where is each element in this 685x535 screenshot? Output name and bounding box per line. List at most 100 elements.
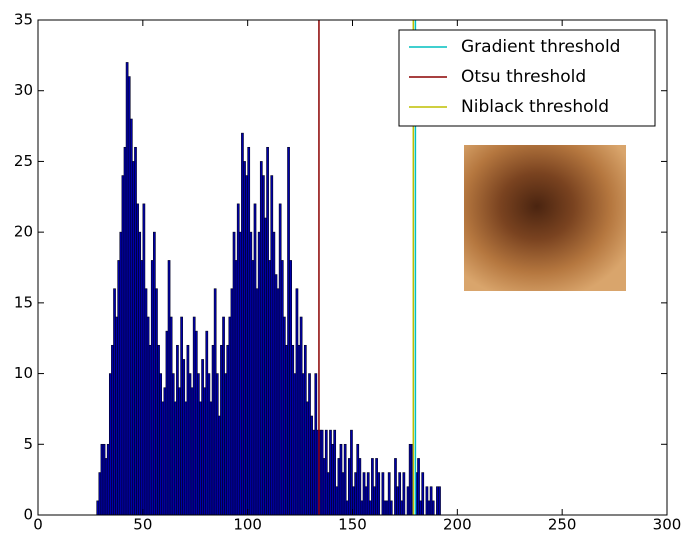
bar xyxy=(371,458,374,516)
bar xyxy=(215,373,219,516)
bar xyxy=(251,260,255,516)
legend-label: Otsu threshold xyxy=(461,67,586,87)
bar xyxy=(159,373,163,516)
legend-label: Gradient threshold xyxy=(461,37,620,57)
bar xyxy=(285,344,288,516)
x-tick-label: 100 xyxy=(233,516,262,534)
bar xyxy=(278,203,282,516)
bar xyxy=(136,203,139,516)
bar xyxy=(389,500,393,516)
bar xyxy=(184,401,188,516)
bar xyxy=(234,260,238,516)
bar xyxy=(121,175,125,516)
bar xyxy=(226,344,230,516)
bar xyxy=(243,161,246,516)
bar xyxy=(270,175,274,516)
bar xyxy=(360,500,364,516)
bar xyxy=(211,344,215,516)
bar xyxy=(387,472,391,516)
bar xyxy=(259,161,263,516)
bar xyxy=(308,373,311,516)
bar xyxy=(119,231,123,516)
bar xyxy=(209,401,213,516)
bar xyxy=(341,472,345,516)
bar xyxy=(106,443,110,516)
bar xyxy=(291,344,295,516)
bar xyxy=(297,344,301,516)
bar xyxy=(324,429,328,516)
bar xyxy=(303,344,307,516)
bar xyxy=(113,288,116,516)
bar xyxy=(287,146,290,516)
bar xyxy=(329,429,332,516)
bar xyxy=(280,260,284,516)
bar xyxy=(127,76,131,516)
bar xyxy=(142,203,146,516)
bar xyxy=(140,260,144,516)
bar xyxy=(163,387,167,516)
bar xyxy=(400,500,404,516)
bar xyxy=(419,500,422,516)
bar xyxy=(406,486,410,516)
bar xyxy=(144,288,148,516)
bar xyxy=(262,175,265,516)
legend: Gradient threshold Otsu threshold Niblack … xyxy=(398,29,656,127)
bar xyxy=(356,443,360,516)
bar xyxy=(322,458,326,516)
bar xyxy=(180,316,183,516)
y-tick-label: 35 xyxy=(14,11,33,29)
bar xyxy=(383,500,387,516)
bar xyxy=(429,486,433,516)
bar xyxy=(153,231,156,516)
bar xyxy=(245,175,248,516)
bar xyxy=(381,472,385,516)
bar xyxy=(186,344,190,516)
bar xyxy=(289,260,292,516)
bar xyxy=(203,387,207,516)
bar xyxy=(155,288,158,516)
bar xyxy=(150,260,154,516)
bar xyxy=(274,274,278,516)
bar xyxy=(161,401,165,516)
bar xyxy=(366,472,370,516)
bar xyxy=(138,231,142,516)
bar xyxy=(364,486,368,516)
bar xyxy=(331,443,334,516)
bar xyxy=(327,472,330,516)
bar xyxy=(306,401,309,516)
bar xyxy=(431,500,435,516)
bar xyxy=(293,373,297,516)
y-tick-label: 30 xyxy=(14,81,33,99)
bar xyxy=(205,330,209,516)
bar xyxy=(169,316,173,516)
bar xyxy=(190,387,194,516)
bar xyxy=(299,316,303,516)
bar xyxy=(100,443,104,516)
bar xyxy=(362,472,366,516)
bar xyxy=(165,330,169,516)
bar xyxy=(425,486,429,516)
bar xyxy=(373,486,376,516)
bar xyxy=(339,443,343,516)
bar xyxy=(213,288,217,516)
bar xyxy=(427,500,431,516)
bar xyxy=(436,486,439,516)
bar xyxy=(111,344,114,516)
bar xyxy=(375,458,378,516)
bar xyxy=(167,260,171,516)
inset-image xyxy=(464,145,626,291)
bar xyxy=(247,146,251,516)
bar xyxy=(283,316,286,516)
legend-label: Niblack threshold xyxy=(461,97,609,117)
bar xyxy=(228,316,232,516)
bar xyxy=(232,231,236,516)
bar xyxy=(310,415,313,516)
legend-box xyxy=(398,29,656,127)
bar xyxy=(343,443,347,516)
bar xyxy=(333,429,337,516)
bar xyxy=(398,472,402,516)
bar xyxy=(255,288,259,516)
bar xyxy=(192,316,196,516)
bar xyxy=(354,472,357,516)
